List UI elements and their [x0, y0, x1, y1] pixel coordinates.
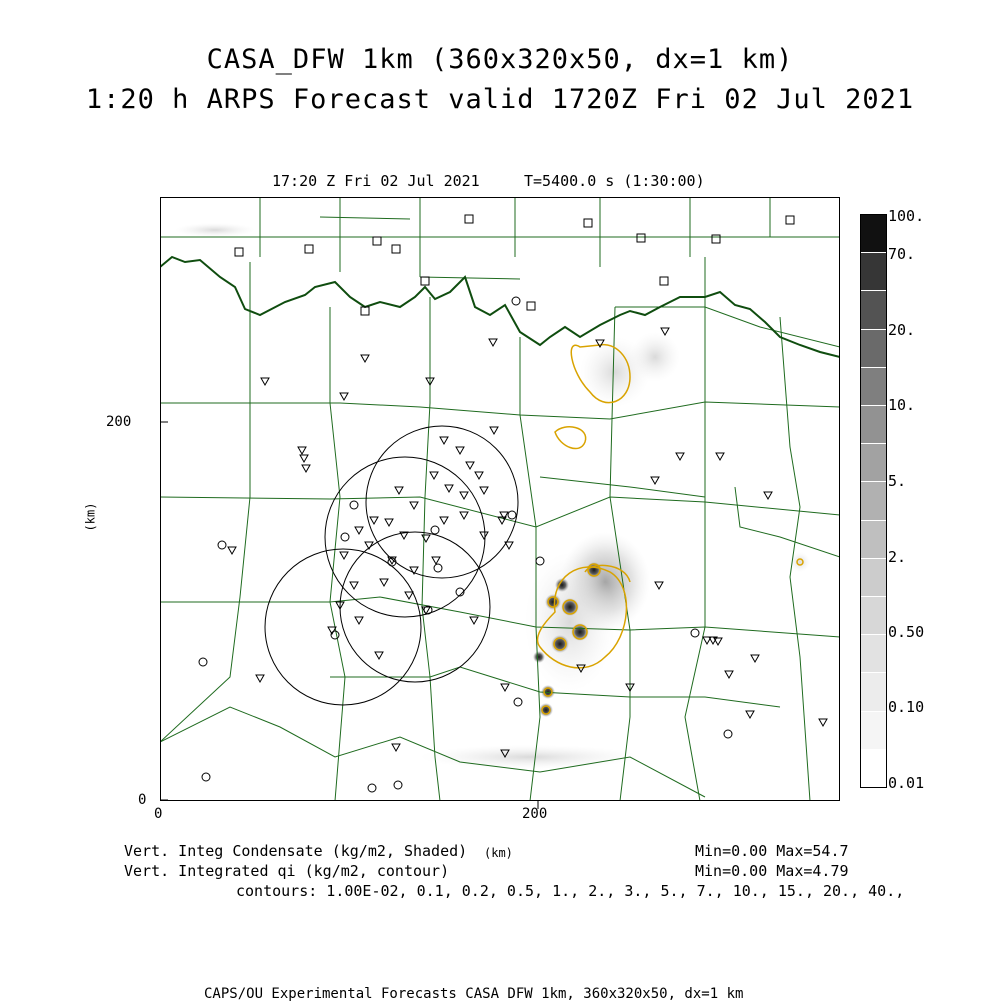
colorbar-band: [861, 405, 886, 444]
forecast-map: [160, 197, 840, 801]
contour-field-label: Vert. Integrated qi (kg/m2, contour): [124, 862, 450, 880]
colorbar-band: [861, 557, 886, 597]
colorbar: [860, 214, 887, 788]
colorbar-band: [861, 328, 886, 367]
colorbar-band: [861, 519, 886, 558]
colorbar-band: [861, 481, 886, 520]
title-line-2: 1:20 h ARPS Forecast valid 1720Z Fri 02 …: [85, 84, 915, 115]
colorbar-label-0-01: 0.01: [888, 774, 925, 792]
radar-range-rings: [264, 425, 519, 706]
colorbar-band: [861, 215, 886, 253]
axis-ticks: [160, 421, 539, 809]
contour-levels: contours: 1.00E-02, 0.1, 0.2, 0.5, 1., 2…: [236, 882, 905, 900]
title-line-1: CASA_DFW 1km (360x320x50, dx=1 km): [206, 44, 794, 75]
county-lines: [160, 197, 840, 801]
colorbar-band: [861, 634, 886, 673]
map-frame: [160, 197, 840, 801]
y-tick-0: 0: [138, 792, 147, 808]
station-markers-triangles: [227, 327, 828, 759]
x-tick-0: 0: [154, 806, 163, 822]
colorbar-label-20: 20.: [888, 321, 916, 339]
colorbar-label-70: 70.: [888, 245, 916, 263]
contour-field-stats: Min=0.00 Max=4.79: [695, 862, 849, 880]
colorbar-band: [861, 443, 886, 482]
station-markers-squares: [234, 214, 795, 316]
colorbar-band: [861, 748, 886, 788]
y-axis-label: (km): [83, 502, 98, 532]
shaded-field-label: Vert. Integ Condensate (kg/m2, Shaded): [124, 842, 468, 860]
shaded-field-stats: Min=0.00 Max=54.7: [695, 842, 849, 860]
colorbar-band: [861, 710, 886, 749]
station-markers-circles: [198, 296, 733, 793]
colorbar-label-5: 5.: [888, 472, 907, 490]
ice-contours: [536, 343, 804, 715]
colorbar-label-100: 100.: [888, 207, 925, 225]
colorbar-band: [861, 366, 886, 406]
panel-elapsed: T=5400.0 s (1:30:00): [524, 172, 705, 190]
colorbar-band: [861, 252, 886, 291]
state-border: [160, 255, 840, 358]
colorbar-band: [861, 290, 886, 329]
y-tick-200: 200: [106, 414, 132, 430]
colorbar-band: [861, 672, 886, 711]
x-axis-label: (km): [484, 846, 513, 860]
colorbar-band: [861, 596, 886, 635]
credit-line: CAPS/OU Experimental Forecasts CASA DFW …: [204, 986, 744, 1002]
colorbar-label-0-50: 0.50: [888, 623, 925, 641]
colorbar-label-0-10: 0.10: [888, 698, 925, 716]
x-tick-200: 200: [522, 806, 548, 822]
colorbar-label-10: 10.: [888, 396, 916, 414]
colorbar-label-2: 2.: [888, 548, 907, 566]
panel-time: 17:20 Z Fri 02 Jul 2021: [272, 172, 480, 190]
